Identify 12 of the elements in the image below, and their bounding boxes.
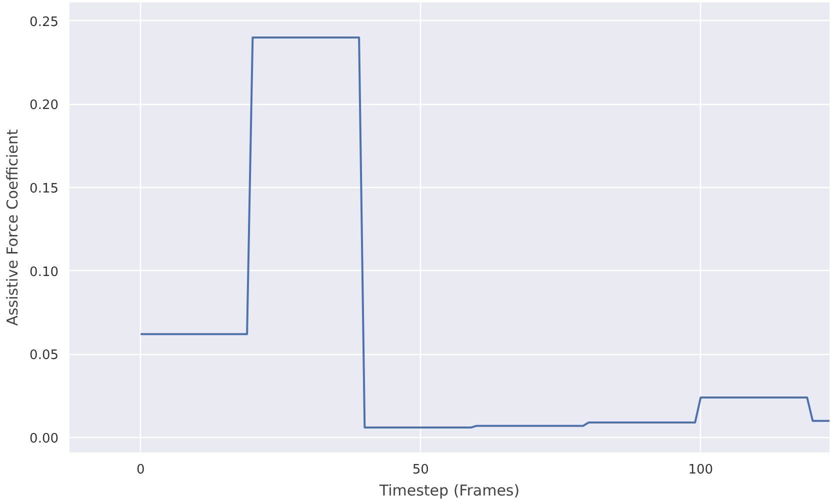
y-axis-title: Assistive Force Coefficient — [4, 129, 22, 326]
y-tick-label: 0.05 — [30, 348, 59, 364]
y-tick-label: 0.15 — [30, 182, 59, 196]
y-tick-label: 0.25 — [30, 14, 59, 30]
y-tick-label: 0.20 — [30, 98, 59, 114]
x-tick-label: 50 — [412, 462, 429, 478]
x-tick-label: 0 — [136, 462, 145, 478]
y-tick-label: 0.10 — [30, 264, 59, 280]
line-series — [140, 36, 830, 428]
x-axis-title: Timestep (Frames) — [378, 482, 520, 500]
y-tick-label: 0.00 — [30, 432, 59, 446]
x-tick-label: 100 — [688, 462, 714, 478]
